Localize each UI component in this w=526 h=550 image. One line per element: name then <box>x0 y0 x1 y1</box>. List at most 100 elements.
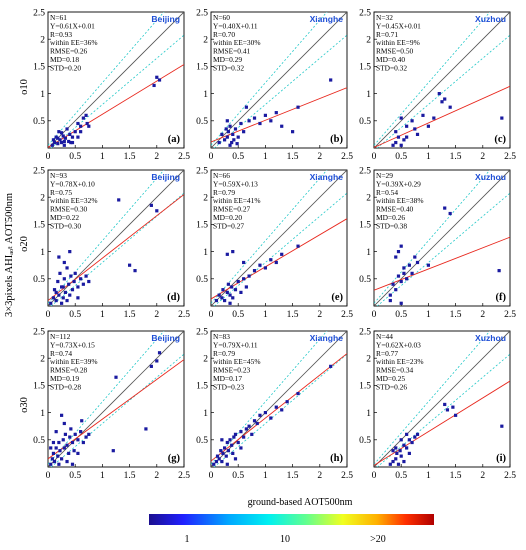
data-point <box>65 298 69 303</box>
data-point <box>242 435 246 439</box>
stat-line: MD=0.29 <box>213 55 242 64</box>
y-tick-label: 1.5 <box>196 63 208 73</box>
data-point <box>58 138 62 142</box>
data-point <box>56 142 60 146</box>
data-point <box>225 462 229 466</box>
x-tick-label: 2 <box>480 152 485 162</box>
stat-line: N=66 <box>213 171 230 180</box>
data-point <box>405 124 409 128</box>
stat-line: within EE=36% <box>50 38 97 47</box>
y-tick-label: 1.5 <box>33 382 45 392</box>
data-point <box>396 274 401 278</box>
data-point <box>274 260 278 265</box>
data-point <box>226 282 231 286</box>
data-point <box>402 443 406 447</box>
panel-label: (a) <box>168 134 181 145</box>
data-point <box>242 260 246 265</box>
city-label: Xuzhou <box>475 172 506 182</box>
data-point <box>236 440 240 445</box>
x-tick-label: 0 <box>46 471 51 481</box>
data-point <box>269 258 273 262</box>
stat-line: Y=0.39X+0.29 <box>376 179 421 188</box>
data-point <box>57 130 61 134</box>
fit-line <box>374 85 510 148</box>
y-tick-label: 2 <box>366 194 371 204</box>
stat-line: N=29 <box>376 171 393 180</box>
data-point <box>407 438 411 442</box>
x-tick-label: 0 <box>209 310 214 320</box>
y-tick-label: 2.5 <box>33 8 45 18</box>
data-point <box>410 440 414 445</box>
y-tick-label: 0.5 <box>33 436 45 446</box>
data-point <box>157 351 162 355</box>
data-point <box>51 451 56 455</box>
data-point <box>49 446 53 450</box>
one-to-one-line <box>374 12 510 148</box>
data-point <box>68 435 72 439</box>
data-point <box>255 421 259 426</box>
colorbar-tick-gt20: >20 <box>370 534 386 545</box>
data-point <box>244 285 248 289</box>
x-tick-label: 0.5 <box>232 152 244 162</box>
data-point <box>399 244 403 248</box>
data-point <box>269 416 273 420</box>
y-tick-label: 0.5 <box>196 436 208 446</box>
data-point <box>402 271 406 275</box>
data-point <box>402 138 406 142</box>
data-point <box>68 132 72 136</box>
data-point <box>329 78 333 82</box>
stat-line: Y=0.73X+0.15 <box>50 340 95 349</box>
data-point <box>388 293 392 297</box>
x-tick-label: 1.5 <box>124 152 136 162</box>
data-point <box>426 124 430 128</box>
data-point <box>405 277 409 281</box>
y-tick-label: 1 <box>40 90 45 100</box>
data-point <box>224 127 228 131</box>
data-point <box>225 252 229 256</box>
stat-line: STD=0.32 <box>376 63 407 72</box>
data-point <box>394 446 398 450</box>
ee-upper-line <box>374 331 491 465</box>
data-point <box>263 266 267 270</box>
stat-line: N=93 <box>50 171 67 180</box>
one-to-one-line <box>374 170 510 306</box>
data-point <box>399 438 403 442</box>
stat-line: MD=0.25 <box>376 374 405 383</box>
data-point <box>84 435 88 439</box>
stat-line: within EE=45% <box>213 357 260 366</box>
stat-line: Y=0.59X+0.13 <box>213 179 258 188</box>
data-point <box>228 143 232 147</box>
data-point <box>50 143 54 147</box>
x-tick-label: 0.5 <box>232 471 244 481</box>
x-tick-label: 1.5 <box>287 152 299 162</box>
data-point <box>220 296 224 300</box>
x-tick-label: 1 <box>426 310 431 320</box>
one-to-one-line <box>48 12 184 148</box>
x-tick-label: 2.5 <box>341 471 353 481</box>
stat-line: MD=0.17 <box>213 374 242 383</box>
data-point <box>247 119 251 123</box>
stat-line: N=83 <box>213 332 230 341</box>
stat-line: STD=0.20 <box>50 63 81 72</box>
city-label: Xuzhou <box>475 333 506 343</box>
data-point <box>61 438 65 442</box>
data-point <box>73 432 77 436</box>
ee-upper-line <box>211 12 328 146</box>
data-point <box>69 274 73 278</box>
data-point <box>128 263 132 267</box>
ee-lower-line <box>213 192 347 306</box>
ee-upper-line <box>48 170 165 304</box>
panel-label: (e) <box>331 292 343 303</box>
data-point <box>68 250 72 254</box>
x-tick-label: 0 <box>46 152 51 162</box>
data-point <box>421 113 425 117</box>
one-to-one-line <box>48 331 184 467</box>
stat-line: MD=0.19 <box>50 374 79 383</box>
fit-line <box>374 380 510 466</box>
data-point <box>432 116 436 120</box>
data-point <box>111 449 115 453</box>
x-tick-label: 0 <box>372 471 377 481</box>
data-point <box>61 296 65 300</box>
data-point <box>233 288 238 292</box>
